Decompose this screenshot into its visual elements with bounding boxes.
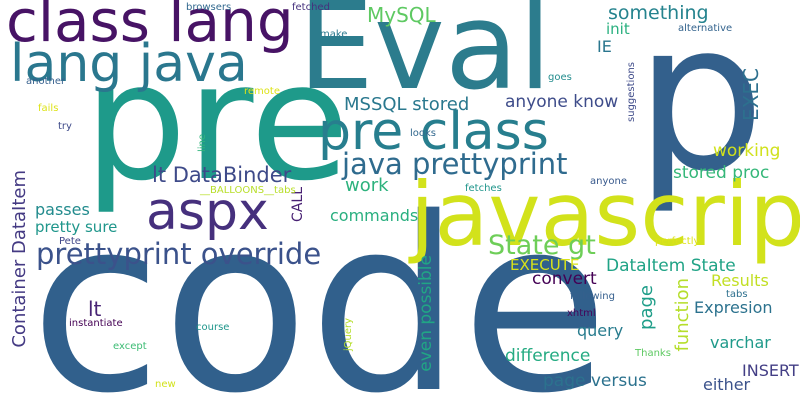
word-lt-databinder: lt DataBinder (152, 165, 291, 186)
word-thanks: Thanks (635, 349, 671, 359)
word-fetches: fetches (465, 184, 502, 194)
word-xhtml: xhtml (567, 309, 596, 319)
word-make: make (320, 30, 347, 40)
word-working: working (713, 143, 780, 160)
word-balloons-tabs: __BALLOONS__tabs (200, 186, 296, 196)
word-tabs: tabs (726, 290, 748, 300)
word-pretty-sure: pretty sure (35, 220, 117, 235)
word-passes: passes (35, 202, 90, 218)
word-following: following (570, 292, 615, 302)
word-fetched: fetched (292, 3, 330, 13)
word-page: page (638, 285, 656, 330)
word-results: Results (711, 273, 769, 289)
word-ie: IE (597, 39, 612, 55)
word-alternative: alternative (678, 24, 732, 34)
word-stored-proc: stored proc (673, 165, 769, 182)
word-new: new (155, 380, 176, 390)
word-either: either (703, 377, 750, 393)
word-page-versus: page versus (543, 373, 647, 390)
word-looks: looks (410, 129, 436, 139)
word-varchar: varchar (710, 335, 771, 351)
word-expresion: Expresion (694, 300, 773, 316)
word-container-dataitem: Container DataItem (11, 170, 29, 348)
word-pete: Pete (59, 237, 81, 247)
word-lt: lt (88, 299, 101, 319)
word-anyone-know: anyone know (505, 94, 618, 111)
word-fails: fails (38, 104, 58, 114)
word-mssql-stored: MSSQL stored (344, 96, 469, 114)
word-except: except (113, 342, 147, 352)
word-browsers: browsers (186, 3, 231, 13)
word-query: query (577, 323, 623, 339)
word-mysql: MySQL (367, 5, 436, 25)
word-function: function (674, 278, 692, 352)
word-work: work (345, 177, 389, 195)
word-insert: INSERT (742, 363, 799, 379)
word-state-gt: State gt (488, 232, 596, 259)
word-exec: EXEC (741, 68, 761, 121)
word-anyone: anyone (590, 177, 627, 187)
word-convert: convert (532, 271, 597, 288)
word-perfectly: perfectly (655, 237, 699, 247)
word-init: init (606, 22, 630, 37)
word-commands: commands (330, 208, 418, 224)
word-try: try (58, 122, 72, 132)
word-jquery: jQuery (344, 318, 354, 351)
word-course: course (196, 323, 229, 333)
word-suggestions: suggestions (627, 62, 637, 122)
word-instantiate: instantiate (69, 319, 123, 329)
word-line: line (198, 134, 208, 152)
word-another: another (26, 77, 65, 87)
word-remote: remote (244, 87, 280, 97)
word-even-possible: even possible (418, 255, 435, 372)
word-difference: difference (505, 348, 590, 365)
word-goes: goes (548, 73, 572, 83)
